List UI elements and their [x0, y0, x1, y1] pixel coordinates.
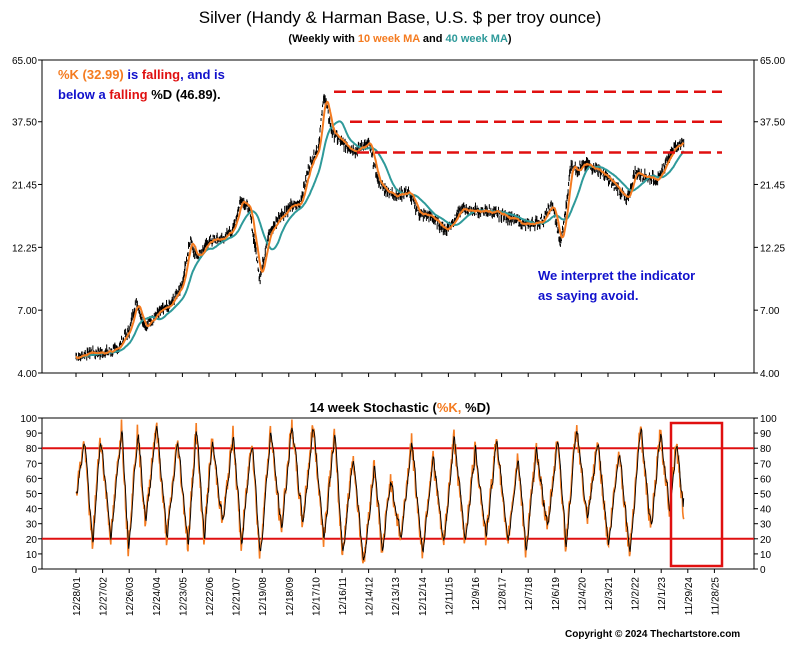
price-ytick-label-right: 7.00	[760, 306, 780, 317]
stoch-title-k: %K	[436, 400, 458, 415]
stoch-title-prefix: 14 week Stochastic (	[309, 400, 437, 415]
stoch-ytick-label-right: 0	[760, 565, 766, 576]
price-ytick-label-left: 4.00	[18, 369, 38, 380]
subtitle-mid: and	[419, 33, 446, 45]
stoch-ytick-label-right: 30	[760, 520, 772, 531]
d-label: %D (46.89).	[147, 87, 221, 102]
stoch-ytick-label-right: 60	[760, 474, 772, 485]
date-tick-label: 12/11/15	[444, 577, 455, 616]
stoch-ytick-label-right: 10	[760, 550, 772, 561]
date-tick-label: 12/9/16	[471, 577, 482, 611]
price-ytick-label-left: 21.45	[12, 180, 37, 191]
price-ytick-label-left: 37.50	[12, 118, 37, 129]
date-tick-label: 12/22/06	[205, 577, 216, 616]
date-tick-label: 12/26/03	[125, 577, 136, 616]
price-ytick-label-right: 21.45	[760, 180, 785, 191]
date-tick-label: 12/27/02	[99, 577, 110, 616]
price-ytick-label-left: 12.25	[12, 243, 37, 254]
stoch-ytick-label-right: 100	[760, 414, 777, 425]
price-panel: 65.00 65.00 37.50 37.50 21.45 21.45 12.25 12.25…	[12, 56, 785, 380]
date-tick-label: 11/28/25	[710, 577, 721, 616]
stoch-ytick-label-left: 50	[26, 490, 38, 501]
date-tick-label: 12/23/05	[178, 577, 189, 616]
subtitle-prefix: (Weekly with	[288, 33, 358, 45]
ma-10-line	[75, 100, 685, 360]
stochastic-panel: 0 0 10 10 20 20 30 30 40 40 50 50 60 60 70 70 80 80 90 90 10…	[20, 414, 777, 576]
date-tick-label: 12/16/11	[338, 577, 349, 616]
stoch-ytick-label-right: 90	[760, 429, 772, 440]
date-tick-label: 12/8/17	[498, 577, 509, 611]
date-tick-label: 12/4/20	[577, 577, 588, 611]
date-tick-label: 12/17/10	[311, 577, 322, 616]
price-plot-frame	[41, 59, 755, 374]
copyright: Copyright © 2024 Thechartstore.com	[565, 629, 741, 640]
stoch-ytick-label-left: 70	[26, 459, 38, 470]
subtitle-ma2: 40 week MA	[445, 33, 508, 45]
falling-word-1: falling	[141, 67, 181, 82]
stoch-k-line	[75, 419, 685, 564]
stoch-title-d: %D	[465, 400, 486, 415]
date-tick-label: 12/19/08	[258, 577, 269, 616]
price-ytick-label-left: 7.00	[18, 306, 38, 317]
date-tick-label: 11/29/24	[684, 577, 695, 616]
date-tick-label: 12/12/14	[418, 577, 429, 616]
date-tick-label: 12/14/12	[365, 577, 376, 616]
stoch-ytick-label-right: 40	[760, 505, 772, 516]
date-axis: 12/28/01 12/27/02 12/26/03 12/24/04 12/23/05…	[72, 373, 721, 616]
stoch-ytick-label-left: 20	[26, 535, 38, 546]
stochastic-title: 14 week Stochastic (%K, %D)	[0, 400, 800, 415]
interpretation-annotation: We interpret the indicator as saying avo…	[538, 266, 695, 306]
price-ytick-label-right: 37.50	[760, 118, 785, 129]
stoch-ytick-label-right: 20	[760, 535, 772, 546]
and-is-text: , and is	[180, 67, 225, 82]
date-tick-label: 12/6/19	[551, 577, 562, 611]
stoch-title-suffix: )	[485, 400, 491, 415]
price-ytick-label-right: 65.00	[760, 56, 785, 67]
stoch-ytick-label-left: 0	[31, 565, 37, 576]
below-a-text: below a	[58, 87, 110, 102]
stoch-ytick-label-right: 50	[760, 490, 772, 501]
date-tick-label: 12/18/09	[285, 577, 296, 616]
stoch-ytick-label-left: 90	[26, 429, 38, 440]
price-ytick-label-left: 65.00	[12, 56, 37, 67]
date-tick-label: 12/2/22	[631, 577, 642, 611]
stoch-ytick-label-left: 10	[26, 550, 38, 561]
price-ytick-label-right: 4.00	[760, 369, 780, 380]
stoch-ytick-label-right: 70	[760, 459, 772, 470]
ma-40-line	[75, 120, 685, 360]
chart-title: Silver (Handy & Harman Base, U.S. $ per …	[198, 8, 602, 27]
stoch-ytick-label-left: 100	[20, 414, 37, 425]
date-tick-label: 12/3/21	[604, 577, 615, 611]
price-weekly-bars	[75, 93, 685, 362]
falling-word-2: falling	[109, 87, 148, 102]
date-tick-label: 12/1/23	[657, 577, 668, 611]
date-tick-label: 12/24/04	[152, 577, 163, 616]
date-tick-label: 12/21/07	[232, 577, 243, 616]
k-label: %K (32.99)	[58, 67, 124, 82]
date-tick-label: 12/7/18	[524, 577, 535, 611]
stoch-ytick-label-left: 30	[26, 520, 38, 531]
price-ytick-label-right: 12.25	[760, 243, 785, 254]
date-tick-label: 12/28/01	[72, 577, 83, 616]
stoch-d-line	[75, 425, 685, 561]
subtitle-ma1: 10 week MA	[357, 33, 420, 45]
stoch-ytick-label-left: 40	[26, 505, 38, 516]
stoch-ytick-label-left: 60	[26, 474, 38, 485]
stoch-ytick-label-right: 80	[760, 444, 772, 455]
indicator-annotation: %K (32.99) is falling, and is below a fa…	[58, 65, 225, 105]
highlight-box	[669, 421, 724, 568]
chart-subtitle: (Weekly with 10 week MA and 40 week MA)	[0, 33, 800, 45]
subtitle-suffix: )	[507, 33, 512, 45]
stoch-title-sep: ,	[457, 400, 466, 415]
interpretation-line-2: as saying avoid.	[538, 288, 639, 303]
is-word: is	[123, 67, 142, 82]
interpretation-line-1: We interpret the indicator	[538, 268, 696, 283]
stoch-ytick-label-left: 80	[26, 444, 38, 455]
date-tick-label: 12/13/13	[391, 577, 402, 616]
